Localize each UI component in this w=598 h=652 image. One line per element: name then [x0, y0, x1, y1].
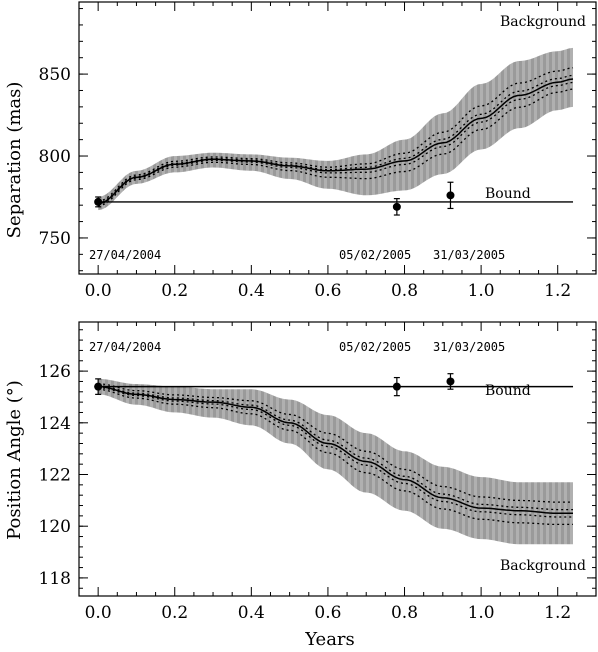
data-point [94, 197, 103, 206]
x-tick-label: 0.8 [391, 281, 418, 301]
x-tick-label: 0.6 [314, 603, 341, 623]
bound-label: Bound [485, 383, 531, 399]
background-track-line [98, 385, 573, 515]
background-label: Background [500, 558, 586, 574]
dotted-track [98, 386, 573, 518]
x-tick-label: 0.8 [391, 603, 418, 623]
x-axis-title: Years [304, 629, 355, 650]
x-tick-label: 0.6 [314, 281, 341, 301]
measurement-point [94, 196, 103, 208]
date-label: 05/02/2005 [339, 340, 411, 354]
measurement-point [392, 376, 401, 397]
y-tick-label: 800 [39, 147, 71, 167]
x-tick-label: 0.0 [85, 603, 112, 623]
background-track-line [97, 78, 574, 205]
dotted-track [97, 88, 574, 207]
date-label: 05/02/2005 [339, 248, 411, 262]
x-tick-label: 0.4 [238, 281, 265, 301]
y-tick-label: 126 [39, 362, 71, 382]
y-tick-label: 850 [39, 65, 71, 85]
x-tick-label: 0.4 [238, 603, 265, 623]
data-point [94, 382, 103, 391]
date-label: 27/04/2004 [89, 340, 161, 354]
data-point [446, 377, 455, 386]
dotted-track [98, 385, 573, 511]
uncertainty-band-area [98, 378, 573, 545]
y-tick-label: 118 [39, 569, 71, 589]
x-tick-label: 0.2 [161, 603, 188, 623]
dotted-track [98, 383, 573, 503]
dotted-track [98, 388, 573, 526]
measurement-point [392, 198, 401, 216]
measurement-points [94, 373, 455, 397]
date-label: 31/03/2005 [433, 248, 505, 262]
x-tick-label: 0.2 [161, 281, 188, 301]
x-tick-label: 1.2 [544, 281, 571, 301]
x-tick-label: 1.2 [544, 603, 571, 623]
x-tick-label: 0.0 [85, 281, 112, 301]
dotted-track [97, 67, 574, 202]
measurement-point [446, 373, 455, 390]
data-point [392, 202, 401, 211]
dotted-track [97, 74, 574, 204]
date-label: 31/03/2005 [433, 340, 505, 354]
axis-ticks: 0.0 0.2 0.4 0.6 0.8 1.0 1.2 750 800 850 [39, 2, 596, 301]
background-uncertainty-band [98, 378, 573, 545]
svg-text:Position Angle (°): Position Angle (°) [4, 380, 25, 540]
measurement-points [94, 181, 455, 216]
plot-frame [78, 321, 597, 597]
svg-text:Separation (mas): Separation (mas) [4, 82, 25, 239]
bound-label: Bound [485, 186, 531, 202]
separation-panel: 0.0 0.2 0.4 0.6 0.8 1.0 1.2 750 800 850 Separatio… [4, 1, 597, 301]
background-track-dotted-lines [97, 67, 574, 207]
date-label: 27/04/2004 [89, 248, 161, 262]
x-tick-label: 1.0 [468, 603, 495, 623]
measurement-point [446, 181, 455, 210]
axis-ticks: 0.0 0.2 0.4 0.6 0.8 1.0 1.2 118 120 122 124 126 [39, 322, 596, 623]
x-tick-label: 1.0 [468, 281, 495, 301]
background-track-dotted-lines [98, 383, 573, 526]
y-axis-title: Position Angle (°) [4, 380, 25, 540]
y-tick-label: 122 [39, 466, 71, 486]
y-tick-label: 124 [39, 414, 71, 434]
y-tick-label: 120 [39, 517, 71, 537]
y-tick-label: 750 [39, 229, 71, 249]
y-axis-title: Separation (mas) [4, 82, 25, 239]
data-point [446, 191, 455, 200]
background-label: Background [500, 14, 586, 30]
data-point [392, 382, 401, 391]
dotted-track [97, 81, 574, 205]
position-angle-panel: 0.0 0.2 0.4 0.6 0.8 1.0 1.2 118 120 122 124 126 Pos… [4, 321, 597, 650]
plot-frame [78, 1, 597, 275]
measurement-point [94, 378, 103, 395]
